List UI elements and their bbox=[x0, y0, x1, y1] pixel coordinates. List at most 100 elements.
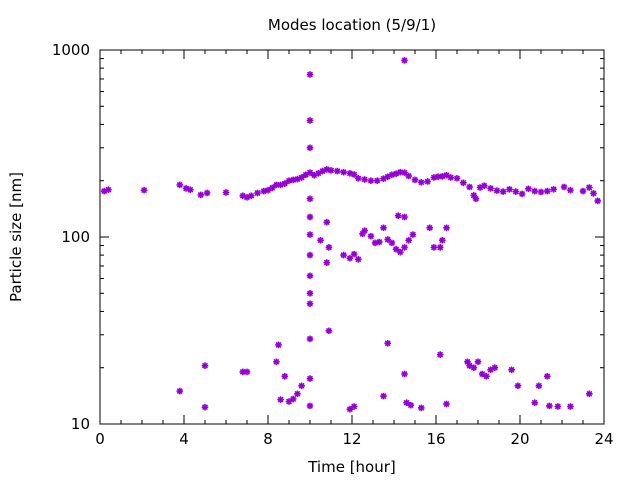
data-point bbox=[340, 168, 347, 176]
data-point bbox=[525, 185, 532, 193]
data-point bbox=[380, 392, 387, 400]
data-point bbox=[443, 400, 450, 408]
data-point bbox=[361, 227, 368, 234]
data-point bbox=[512, 188, 520, 195]
data-point bbox=[480, 182, 488, 189]
x-tick-label: 0 bbox=[95, 430, 105, 448]
data-point bbox=[306, 71, 314, 78]
data-point bbox=[268, 184, 276, 192]
data-point bbox=[306, 300, 314, 308]
y-tick-label: 1000 bbox=[52, 41, 90, 59]
data-point bbox=[317, 237, 324, 244]
data-point bbox=[203, 189, 211, 197]
data-point bbox=[367, 232, 375, 240]
data-point bbox=[306, 335, 314, 343]
data-point bbox=[306, 375, 314, 382]
data-point bbox=[306, 169, 314, 176]
x-axis-label: Time [hour] bbox=[307, 458, 396, 476]
data-point bbox=[354, 175, 362, 182]
x-tick-label: 16 bbox=[426, 430, 445, 448]
data-point bbox=[459, 179, 467, 187]
data-point bbox=[531, 399, 539, 407]
data-point bbox=[567, 403, 574, 410]
data-point bbox=[543, 187, 551, 195]
data-point bbox=[554, 403, 562, 410]
data-point bbox=[201, 362, 209, 370]
data-point bbox=[417, 404, 425, 412]
data-point bbox=[405, 237, 413, 244]
data-point bbox=[560, 183, 568, 191]
data-point bbox=[306, 144, 314, 152]
axis-ticks bbox=[99, 49, 605, 425]
data-point bbox=[506, 186, 513, 193]
data-point bbox=[491, 364, 499, 372]
data-point bbox=[197, 191, 205, 199]
data-point bbox=[243, 368, 251, 376]
data-point bbox=[466, 183, 473, 191]
data-point bbox=[306, 402, 314, 410]
x-tick-labels: 0 4 8 12 16 20 24 bbox=[95, 430, 613, 448]
data-point bbox=[350, 403, 358, 410]
data-points bbox=[100, 57, 602, 413]
data-point bbox=[472, 195, 480, 203]
data-point bbox=[201, 403, 209, 411]
data-point bbox=[443, 224, 450, 232]
data-point bbox=[436, 244, 444, 251]
x-tick-label: 24 bbox=[594, 430, 613, 448]
data-point bbox=[499, 188, 507, 195]
chart-title: Modes location (5/9/1) bbox=[268, 16, 436, 34]
data-point bbox=[140, 186, 148, 194]
data-point bbox=[350, 250, 358, 258]
data-point bbox=[306, 251, 314, 259]
data-point bbox=[579, 187, 587, 195]
data-point bbox=[401, 57, 408, 64]
data-point bbox=[323, 259, 331, 266]
data-point bbox=[373, 177, 381, 184]
data-point bbox=[361, 176, 368, 183]
data-point bbox=[401, 244, 408, 251]
data-point bbox=[550, 186, 557, 193]
data-point bbox=[447, 174, 455, 181]
data-point bbox=[310, 171, 318, 179]
data-point bbox=[176, 387, 184, 395]
data-point bbox=[333, 167, 341, 175]
y-tick-labels: 10 100 1000 bbox=[52, 41, 90, 433]
data-point bbox=[585, 184, 593, 191]
data-point bbox=[401, 213, 408, 221]
data-point bbox=[306, 195, 314, 203]
data-point bbox=[403, 399, 410, 407]
data-point bbox=[306, 117, 314, 124]
data-point bbox=[535, 382, 543, 390]
data-point bbox=[546, 402, 553, 410]
y-tick-label: 100 bbox=[61, 228, 90, 246]
data-point bbox=[590, 190, 597, 197]
data-point bbox=[187, 186, 194, 193]
y-axis-label: Particle size [nm] bbox=[7, 172, 25, 302]
data-point bbox=[438, 237, 446, 244]
data-point bbox=[453, 175, 461, 182]
data-point bbox=[396, 248, 404, 256]
data-point bbox=[514, 382, 522, 390]
data-point bbox=[483, 372, 490, 380]
data-point bbox=[105, 186, 112, 193]
data-point bbox=[306, 213, 314, 221]
data-point bbox=[384, 339, 392, 347]
data-point bbox=[508, 366, 515, 374]
data-point bbox=[367, 177, 375, 184]
data-point bbox=[537, 188, 545, 196]
data-point bbox=[417, 179, 425, 186]
data-point bbox=[247, 192, 255, 200]
data-point bbox=[392, 245, 400, 253]
x-tick-label: 4 bbox=[179, 430, 189, 448]
plot-border bbox=[99, 49, 605, 425]
data-point bbox=[430, 244, 438, 251]
data-point bbox=[289, 395, 297, 403]
data-point bbox=[474, 358, 482, 366]
data-point bbox=[298, 174, 305, 181]
data-point bbox=[277, 396, 284, 403]
x-tick-label: 12 bbox=[342, 430, 361, 448]
data-point bbox=[325, 327, 333, 335]
data-point bbox=[306, 272, 314, 280]
data-point bbox=[325, 244, 333, 251]
